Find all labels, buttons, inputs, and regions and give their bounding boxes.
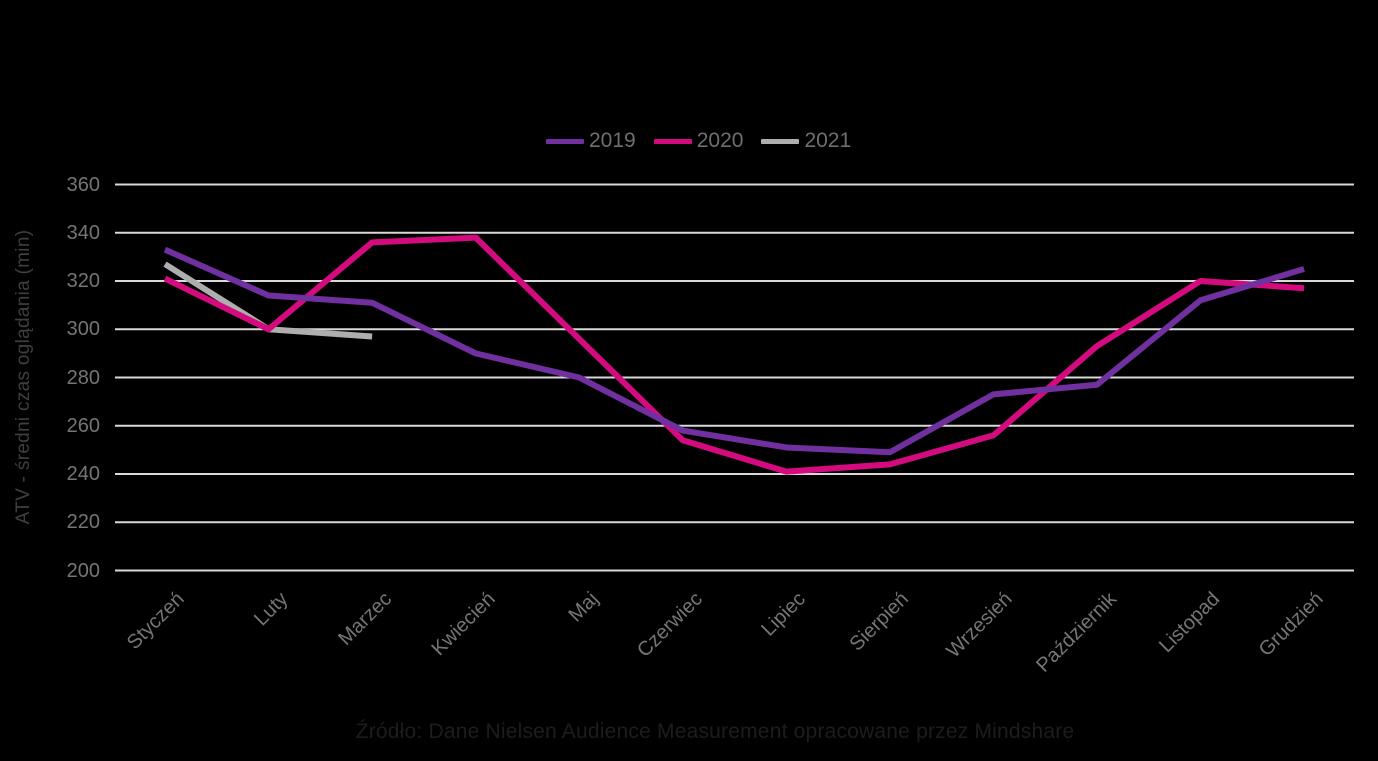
legend-label-2019: 2019 [589,129,636,152]
legend-label-2021: 2021 [804,129,852,152]
y-tick-label-240: 240 [66,463,100,485]
legend-swatch-2020 [653,138,692,144]
series-line-2019 [163,246,1305,456]
legend-swatch-2019 [546,138,584,144]
y-tick-label-300: 300 [66,318,100,341]
y-tick-label-280: 280 [66,366,100,389]
y-tick-label-360: 360 [66,173,100,196]
legend: 2019 2020 2021 [546,129,851,153]
legend-label-2020: 2020 [696,129,744,152]
series-line-2020 [163,234,1305,475]
y-tick-label-320: 320 [66,270,100,292]
legend-item-2020: 2020 [653,129,744,153]
source-note: Źródło: Dane Nielsen Audience Measuremen… [355,720,1075,743]
y-tick-label-220: 220 [66,511,100,534]
y-tick-label-200: 200 [66,559,100,582]
legend-item-2021: 2021 [761,129,851,153]
legend-swatch-2021 [761,138,800,144]
y-tick-label-260: 260 [66,414,100,437]
legend-item-2019: 2019 [546,129,636,153]
y-tick-label-340: 340 [66,221,100,244]
